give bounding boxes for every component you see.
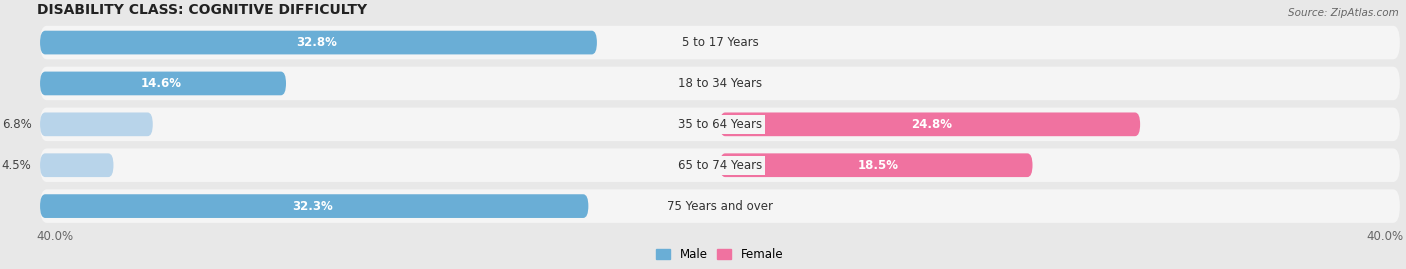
Text: 35 to 64 Years: 35 to 64 Years — [678, 118, 762, 131]
Text: 40.0%: 40.0% — [37, 230, 73, 243]
FancyBboxPatch shape — [39, 112, 153, 136]
Text: DISABILITY CLASS: COGNITIVE DIFFICULTY: DISABILITY CLASS: COGNITIVE DIFFICULTY — [37, 3, 367, 17]
Text: 4.5%: 4.5% — [1, 159, 31, 172]
Text: 75 Years and over: 75 Years and over — [666, 200, 773, 213]
Text: 24.8%: 24.8% — [911, 118, 952, 131]
Text: 65 to 74 Years: 65 to 74 Years — [678, 159, 762, 172]
FancyBboxPatch shape — [720, 153, 1032, 177]
FancyBboxPatch shape — [39, 148, 1400, 182]
FancyBboxPatch shape — [39, 31, 598, 54]
Text: 18 to 34 Years: 18 to 34 Years — [678, 77, 762, 90]
Text: 5 to 17 Years: 5 to 17 Years — [682, 36, 758, 49]
Text: 40.0%: 40.0% — [1367, 230, 1403, 243]
FancyBboxPatch shape — [39, 189, 1400, 223]
Text: 0.0%: 0.0% — [728, 200, 758, 213]
FancyBboxPatch shape — [39, 108, 1400, 141]
Text: Source: ZipAtlas.com: Source: ZipAtlas.com — [1288, 8, 1399, 18]
Text: 32.8%: 32.8% — [297, 36, 337, 49]
Legend: Male, Female: Male, Female — [651, 243, 789, 266]
Text: 0.0%: 0.0% — [728, 77, 758, 90]
Text: 14.6%: 14.6% — [141, 77, 181, 90]
FancyBboxPatch shape — [39, 67, 1400, 100]
Text: 0.0%: 0.0% — [728, 36, 758, 49]
Text: 6.8%: 6.8% — [1, 118, 31, 131]
FancyBboxPatch shape — [39, 153, 114, 177]
Text: 18.5%: 18.5% — [858, 159, 898, 172]
FancyBboxPatch shape — [39, 26, 1400, 59]
FancyBboxPatch shape — [39, 72, 285, 95]
FancyBboxPatch shape — [39, 194, 588, 218]
FancyBboxPatch shape — [720, 112, 1140, 136]
Text: 32.3%: 32.3% — [292, 200, 333, 213]
